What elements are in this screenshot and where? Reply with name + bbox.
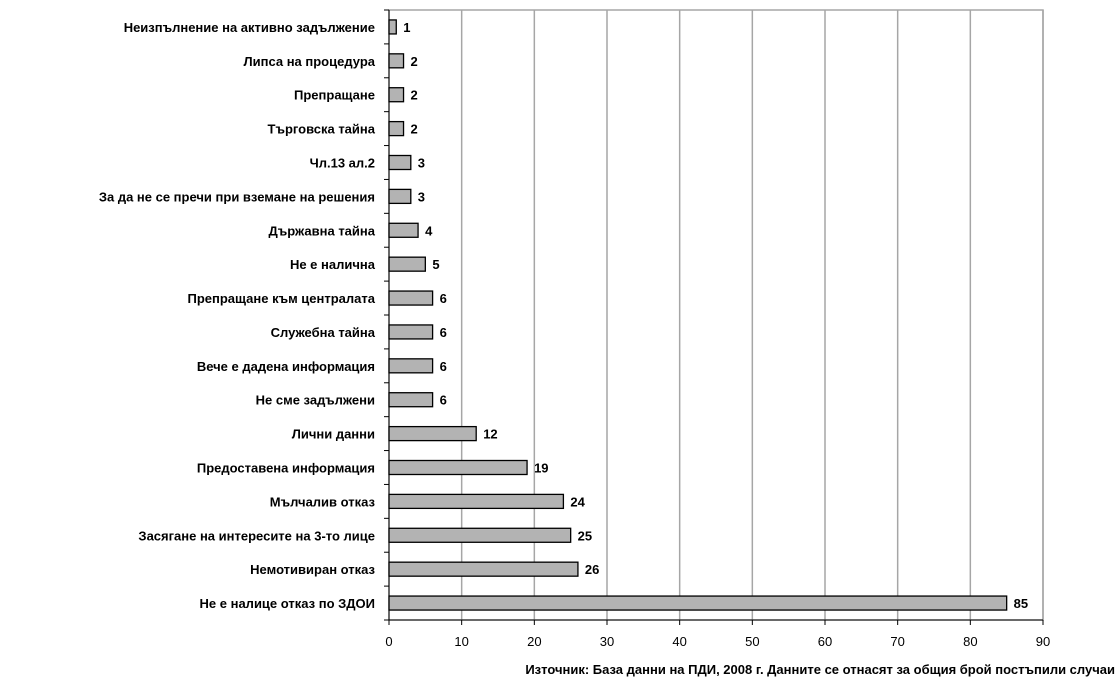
category-label: Не е налична (290, 257, 376, 272)
category-label: За да не се пречи при вземане на решения (99, 189, 375, 204)
category-label: Вече е дадена информация (197, 359, 375, 374)
value-label: 4 (425, 223, 433, 238)
bar (388, 459, 528, 476)
value-label: 2 (411, 54, 418, 69)
category-label: Препращане (294, 88, 375, 103)
category-label: Неизпълнение на активно задължение (124, 20, 375, 35)
bar (388, 87, 405, 103)
value-label: 25 (578, 528, 592, 543)
category-label: Засягане на интересите на 3-то лице (138, 528, 375, 543)
x-tick-label: 0 (385, 634, 392, 649)
value-label: 6 (440, 325, 447, 340)
value-label: 2 (411, 88, 418, 103)
bar (388, 188, 412, 205)
bar (388, 222, 419, 238)
value-label: 19 (534, 461, 548, 476)
value-label: 1 (403, 20, 410, 35)
category-label: Не е налице отказ по ЗДОИ (200, 596, 375, 611)
category-label: Мълчалив отказ (270, 494, 376, 509)
category-label: Служебна тайна (271, 325, 376, 340)
category-label: Чл.13 ал.2 (310, 156, 375, 171)
bar (388, 154, 412, 171)
bar (388, 493, 565, 510)
bar (388, 527, 572, 543)
bar (388, 561, 579, 577)
bar (388, 256, 426, 272)
bar (388, 425, 477, 442)
bar (388, 19, 397, 35)
value-label: 12 (483, 427, 497, 442)
category-label: Лични данни (292, 427, 375, 442)
category-label: Липса на процедура (244, 54, 376, 69)
value-label: 6 (440, 393, 447, 408)
value-label: 2 (411, 122, 418, 137)
value-label: 3 (418, 189, 425, 204)
category-label: Препращане към централата (188, 291, 376, 306)
bar (388, 120, 405, 137)
x-tick-label: 50 (745, 634, 759, 649)
bar (388, 595, 1008, 611)
value-label: 85 (1014, 596, 1028, 611)
bar (388, 324, 434, 340)
x-tick-label: 60 (818, 634, 832, 649)
value-label: 26 (585, 562, 599, 577)
x-tick-label: 80 (963, 634, 977, 649)
category-label: Немотивиран отказ (250, 562, 375, 577)
bar (388, 53, 405, 69)
category-label: Предоставена информация (197, 461, 375, 476)
value-label: 6 (440, 291, 447, 306)
source-note: Източник: База данни на ПДИ, 2008 г. Дан… (525, 662, 1115, 677)
category-label: Търговска тайна (268, 122, 376, 137)
bar (388, 290, 434, 306)
value-label: 5 (432, 257, 439, 272)
bar (388, 392, 434, 408)
value-label: 3 (418, 156, 425, 171)
x-tick-label: 70 (890, 634, 904, 649)
category-label: Не сме задължени (256, 393, 375, 408)
x-tick-label: 30 (600, 634, 614, 649)
x-tick-label: 20 (527, 634, 541, 649)
value-label: 6 (440, 359, 447, 374)
value-label: 24 (570, 494, 585, 509)
bar-chart: 0 10 20 30 40 50 60 70 80 90 Неизпълнение на актив… (99, 9, 1050, 649)
bar (388, 358, 434, 374)
x-tick-label: 40 (672, 634, 686, 649)
category-label: Държавна тайна (269, 223, 376, 238)
x-tick-label: 10 (454, 634, 468, 649)
x-tick-label: 90 (1036, 634, 1050, 649)
